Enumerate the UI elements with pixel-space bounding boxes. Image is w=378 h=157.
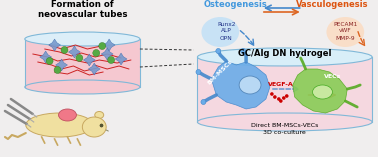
Text: BM-MSCs: BM-MSCs xyxy=(207,59,234,85)
Ellipse shape xyxy=(239,76,261,94)
Polygon shape xyxy=(103,39,115,51)
Polygon shape xyxy=(25,39,140,87)
Circle shape xyxy=(54,67,61,73)
Text: Formation of
neovascular tubes: Formation of neovascular tubes xyxy=(37,0,127,19)
Polygon shape xyxy=(68,46,81,58)
Ellipse shape xyxy=(59,109,76,121)
Ellipse shape xyxy=(25,80,140,94)
Polygon shape xyxy=(56,59,68,71)
Circle shape xyxy=(196,70,201,75)
Circle shape xyxy=(241,49,246,54)
Ellipse shape xyxy=(197,48,372,66)
Ellipse shape xyxy=(26,113,93,137)
Text: VEGF-A: VEGF-A xyxy=(268,81,294,87)
Text: GC/Alg DN hydrogel: GC/Alg DN hydrogel xyxy=(238,49,332,57)
Text: VECs: VECs xyxy=(324,75,341,79)
Text: Vasculogenesis: Vasculogenesis xyxy=(296,0,369,9)
Text: Runx2
ALP
OPN: Runx2 ALP OPN xyxy=(217,22,235,41)
Polygon shape xyxy=(293,69,347,113)
Circle shape xyxy=(61,46,68,54)
Circle shape xyxy=(273,95,277,99)
Circle shape xyxy=(99,43,106,49)
Polygon shape xyxy=(88,63,100,75)
Polygon shape xyxy=(40,51,52,63)
Circle shape xyxy=(93,49,100,57)
Circle shape xyxy=(285,94,288,98)
Polygon shape xyxy=(101,48,113,60)
Circle shape xyxy=(282,96,285,100)
Ellipse shape xyxy=(82,117,106,137)
Text: Direct BM-MSCs-VECs
3D co-culture: Direct BM-MSCs-VECs 3D co-culture xyxy=(251,123,319,135)
Circle shape xyxy=(270,92,274,96)
Text: Osteogenesis: Osteogenesis xyxy=(203,0,267,9)
Polygon shape xyxy=(84,54,95,66)
Circle shape xyxy=(108,57,115,63)
Circle shape xyxy=(279,99,283,103)
Ellipse shape xyxy=(197,113,372,131)
Circle shape xyxy=(277,97,280,101)
Text: PECAM1
vWF
MMP-9: PECAM1 vWF MMP-9 xyxy=(333,22,358,41)
Circle shape xyxy=(216,49,221,54)
Circle shape xyxy=(76,54,83,62)
Polygon shape xyxy=(197,57,372,122)
Polygon shape xyxy=(115,53,127,65)
Circle shape xyxy=(46,57,53,65)
Circle shape xyxy=(201,100,206,105)
Polygon shape xyxy=(211,61,270,109)
Ellipse shape xyxy=(25,32,140,46)
Ellipse shape xyxy=(201,17,239,47)
Ellipse shape xyxy=(327,17,364,47)
Ellipse shape xyxy=(313,85,332,99)
Ellipse shape xyxy=(95,111,104,119)
Polygon shape xyxy=(49,39,60,51)
